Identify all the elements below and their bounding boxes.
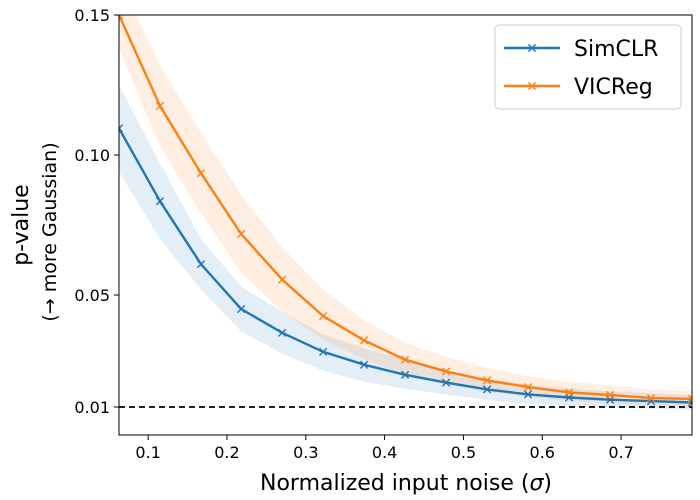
legend-label-vicreg: VICReg	[574, 75, 653, 100]
legend: SimCLR VICReg	[494, 24, 682, 110]
y-axis-label: p-value	[9, 184, 34, 265]
x-tick-label: 0.4	[372, 443, 397, 462]
y-tick-label: 0.01	[74, 398, 110, 417]
simclr-band	[119, 85, 692, 410]
simclr-point	[360, 360, 369, 369]
legend-box	[494, 24, 682, 110]
x-tick-label: 0.7	[608, 443, 633, 462]
vicreg-point	[196, 169, 206, 178]
simclr-point	[155, 197, 165, 206]
simclr-point	[441, 378, 451, 387]
vicreg-point	[278, 275, 287, 284]
simclr-point	[482, 385, 492, 394]
vicreg-band	[119, 15, 692, 407]
y-axis: 0.01 0.05 0.10 0.15	[74, 6, 119, 417]
vicreg-point	[605, 390, 615, 400]
simclr-point	[119, 124, 124, 133]
vicreg-point	[401, 355, 410, 364]
simclr-point	[319, 347, 328, 356]
vicreg-point	[482, 376, 492, 385]
x-axis-label: Normalized input noise (σ)	[260, 471, 552, 496]
x-tick-label: 0.5	[451, 443, 476, 462]
vicreg-point	[646, 393, 656, 403]
x-tick-label: 0.2	[214, 443, 239, 462]
y-tick-label: 0.10	[74, 146, 110, 165]
x-tick-label: 0.3	[293, 443, 318, 462]
legend-marker-simclr	[527, 43, 537, 53]
simclr-point	[401, 370, 410, 379]
x-axis: 0.1 0.2 0.3 0.4 0.5 0.6 0.7	[135, 435, 634, 462]
vicreg-point	[687, 394, 692, 403]
vicreg-point	[237, 229, 246, 239]
vicreg-point	[360, 336, 369, 345]
simclr-point	[523, 390, 533, 399]
simclr-point	[196, 260, 206, 269]
legend-label-simclr: SimCLR	[574, 37, 658, 62]
simclr-point	[687, 398, 692, 407]
legend-marker-vicreg	[527, 81, 537, 91]
vicreg-point	[441, 367, 451, 376]
vicreg-point	[319, 311, 328, 321]
simclr-point	[237, 304, 246, 314]
vicreg-point	[564, 388, 574, 397]
y-tick-label: 0.15	[74, 6, 110, 25]
x-tick-label: 0.1	[135, 443, 160, 462]
confidence-bands	[119, 15, 692, 410]
y-axis-sublabel: (→ more Gaussian)	[39, 142, 61, 321]
plot-frame	[118, 14, 693, 436]
series-lines	[119, 15, 692, 407]
vicreg-point	[119, 15, 124, 20]
vicreg-point	[523, 383, 533, 392]
x-tick-label: 0.6	[530, 443, 555, 462]
vicreg-point	[155, 101, 165, 111]
simclr-point	[278, 328, 287, 337]
y-tick-label: 0.05	[74, 286, 110, 305]
